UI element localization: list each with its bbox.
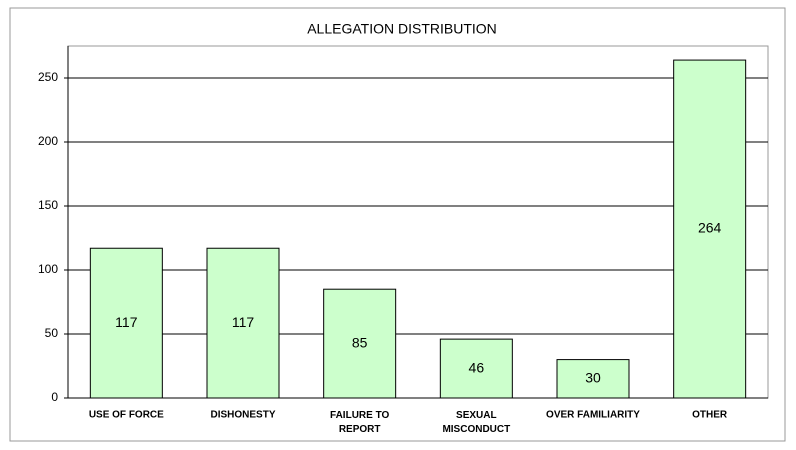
x-tick-label: USE OF FORCE (89, 410, 164, 421)
x-tick-label: SEXUAL MISCONDUCT (442, 410, 510, 435)
value-label: 117 (115, 314, 138, 330)
x-tick-label: DISHONESTY (210, 410, 275, 421)
y-tick-label: 100 (38, 262, 58, 276)
value-label: 30 (585, 370, 601, 386)
bar (673, 59, 747, 399)
x-tick-label: OTHER (692, 410, 728, 421)
y-tick-label: 50 (45, 326, 59, 340)
y-tick-label: 200 (38, 134, 58, 148)
bar (439, 338, 513, 399)
bar (556, 359, 630, 399)
value-label: 46 (469, 359, 485, 375)
bar (89, 247, 163, 399)
y-tick-label: 150 (38, 198, 58, 212)
y-tick-label: 250 (38, 70, 58, 84)
y-tick-label: 0 (51, 390, 58, 404)
bar (323, 288, 397, 399)
bar (206, 247, 280, 399)
x-tick-label: OVER FAMILIARITY (546, 410, 640, 421)
chart-title: ALLEGATION DISTRIBUTION (307, 21, 497, 37)
value-label: 117 (232, 314, 255, 330)
value-label: 85 (352, 334, 368, 350)
x-tick-label: FAILURE TO REPORT (330, 410, 389, 435)
value-label: 264 (698, 220, 722, 236)
